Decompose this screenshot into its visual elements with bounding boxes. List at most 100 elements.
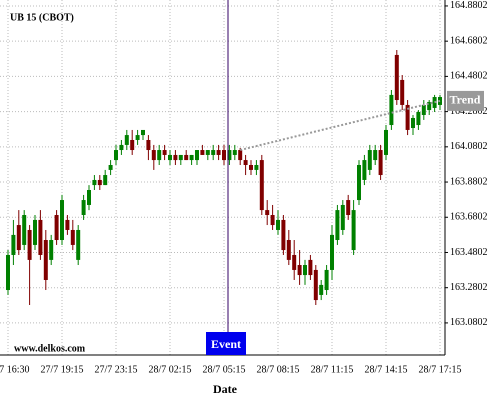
event-label: Event <box>211 337 241 351</box>
candle-body <box>232 150 237 155</box>
trend-box <box>447 90 484 111</box>
x-axis-title: Date <box>213 382 238 396</box>
y-tick-label: 163.6802 <box>450 212 488 223</box>
candle-body <box>303 265 307 276</box>
candle-body <box>384 129 388 155</box>
candle-body <box>184 154 189 161</box>
candle-body <box>114 150 118 161</box>
y-tick-label: 164.4802 <box>450 71 488 82</box>
candle-body <box>60 200 64 241</box>
candle-body <box>211 150 216 155</box>
candle-body <box>400 79 405 105</box>
candle-body <box>308 259 313 276</box>
candle-body <box>173 154 178 161</box>
candle-body <box>259 160 264 211</box>
candles <box>6 5 448 324</box>
candle-body <box>265 210 270 216</box>
candle-body <box>124 135 129 145</box>
candle-body <box>227 150 232 161</box>
candle-body <box>292 254 297 270</box>
watermark: www.delkos.com <box>14 343 86 354</box>
candle-body <box>319 284 324 295</box>
candle-body <box>362 160 367 180</box>
candle-body <box>389 94 394 126</box>
candle-body <box>81 200 86 216</box>
candle-body <box>87 190 91 205</box>
candle-body <box>411 117 415 129</box>
candle-body <box>286 240 291 260</box>
candle-body <box>135 135 140 140</box>
candle-body <box>168 154 172 161</box>
x-tick-label: 27/7 16:30 <box>0 364 30 375</box>
x-tick-label: 28/7 02:15 <box>148 364 191 375</box>
candle-body <box>11 234 16 255</box>
candle-body <box>141 129 145 136</box>
y-tick-label: 164.8802 <box>450 0 488 11</box>
candle-body <box>103 175 108 186</box>
candle-body <box>200 150 205 155</box>
candle-body <box>421 104 426 115</box>
candle-body <box>49 240 54 260</box>
candle-body <box>254 164 259 170</box>
candle-body <box>405 104 410 130</box>
candle-body <box>189 154 194 161</box>
candle-body <box>6 254 10 291</box>
event-box <box>206 332 246 355</box>
candle-body <box>346 200 351 216</box>
candle-body <box>157 150 162 161</box>
x-tick-label: 27/7 23:15 <box>94 364 137 375</box>
candle-body <box>70 229 75 245</box>
candle-body <box>276 219 280 230</box>
chart-title: UB 15 (CBOT) <box>10 12 74 23</box>
candle-body <box>357 164 361 201</box>
candle-body <box>195 150 199 161</box>
candle-body <box>238 150 243 161</box>
candle-body <box>335 210 340 241</box>
candle-body <box>270 215 275 226</box>
x-tick-label: 28/7 08:15 <box>256 364 299 375</box>
y-tick-label: 163.2802 <box>450 282 488 293</box>
candle-body <box>216 150 221 155</box>
candle-body <box>22 215 27 245</box>
y-tick-label: 163.0802 <box>450 317 488 328</box>
x-tick-label: 28/7 14:15 <box>364 364 407 375</box>
x-tick-label: 28/7 05:15 <box>202 364 245 375</box>
candle-body <box>38 219 43 255</box>
candle-body <box>151 150 156 161</box>
candle-body <box>43 240 48 280</box>
candle-body <box>222 150 226 161</box>
candle-body <box>313 269 318 301</box>
candle-body <box>146 139 151 151</box>
candle-body <box>33 219 37 245</box>
candle-body <box>65 219 70 230</box>
y-tick-label: 164.2802 <box>450 106 488 117</box>
x-tick-label: 27/7 19:15 <box>40 364 83 375</box>
candle-body <box>16 225 21 251</box>
candle-body <box>162 150 167 155</box>
y-tick-label: 164.0802 <box>450 141 488 152</box>
candle-body <box>297 265 302 276</box>
candle-body <box>373 150 378 161</box>
candle-body <box>281 219 286 251</box>
candle-body <box>330 234 334 270</box>
candle-body <box>249 164 253 170</box>
candle-body <box>97 179 102 186</box>
x-tick-label: 28/7 11:15 <box>311 364 354 375</box>
candle-body <box>108 164 113 170</box>
grid <box>0 0 445 355</box>
candle-body <box>243 160 248 165</box>
y-tick-label: 163.4802 <box>450 247 488 258</box>
candle-body <box>394 54 399 101</box>
candle-body <box>119 144 124 151</box>
candle-body <box>76 229 81 260</box>
candle-body <box>92 179 97 186</box>
candle-body <box>340 204 345 230</box>
candle-body <box>205 150 210 155</box>
x-tick-label: 28/7 17:15 <box>418 364 461 375</box>
candle-body <box>178 154 183 161</box>
trend-label: Trend <box>450 93 481 107</box>
candle-body <box>130 139 135 151</box>
candle-body <box>351 210 356 251</box>
